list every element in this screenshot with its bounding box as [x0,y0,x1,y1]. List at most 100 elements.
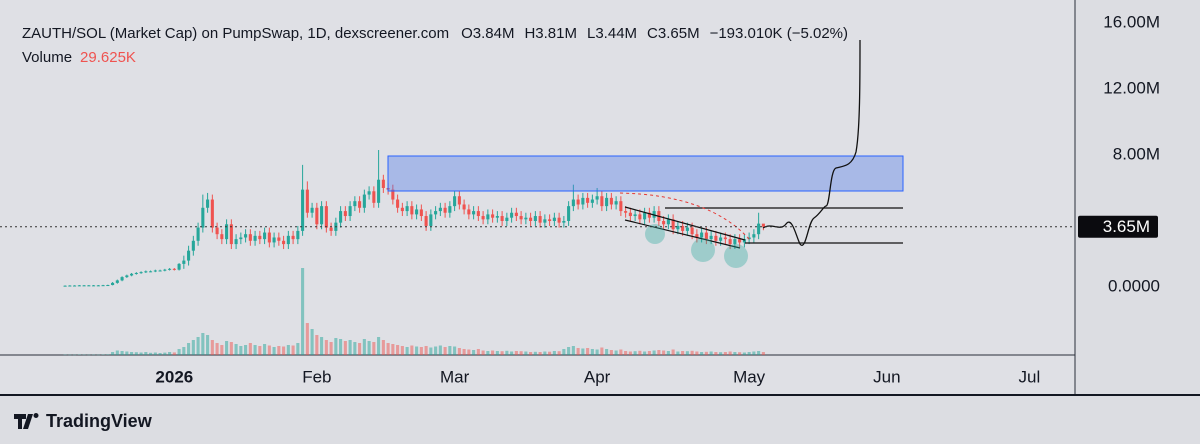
candle-body [348,206,352,217]
candle-body [557,217,561,223]
candle-body [510,212,514,218]
candle-body [643,212,647,220]
candle-body [239,237,243,240]
candle-body [168,268,172,270]
volume-bar [286,345,290,355]
candle-body [586,197,590,203]
candle-body [177,263,181,270]
candle-body [505,217,509,221]
candle-body [377,179,381,203]
last-price-label: 3.65M [1103,217,1150,236]
candle-body [172,268,176,270]
candle-body [73,285,77,287]
volume-bar [334,338,338,355]
candle-body [714,235,718,241]
candle-body [196,227,200,241]
candle-body [448,206,452,213]
volume-bar [125,351,129,355]
candle-body [358,201,362,208]
volume-bar [567,347,571,355]
ohlc-low: L3.44M [587,25,637,42]
volume-bar [614,350,618,355]
volume-bar [462,349,466,355]
volume-bar [704,351,708,355]
candle-body [215,227,219,235]
x-tick-label: May [733,367,766,386]
volume-bar [486,351,490,355]
volume-bar [320,337,324,355]
candle-body [633,214,637,217]
volume-bar [429,347,433,355]
candle-body [144,271,148,273]
volume-bar [533,351,537,355]
candle-body [130,273,134,276]
candle-body [434,211,438,215]
candle-body [638,214,642,220]
chart-header: ZAUTH/SOL (Market Cap) on PumpSwap, 1D, … [22,25,848,42]
volume-bar [258,346,262,355]
volume-bar [263,344,267,355]
volume-bar [543,351,547,355]
y-tick-label: 12.00M [1103,78,1160,97]
volume-bar [177,349,181,355]
candle-body [552,217,556,221]
volume-bar [410,345,414,355]
volume-bar [571,346,575,355]
volume-bar [657,350,661,355]
touch-circle [645,224,665,244]
candle-body [666,219,670,225]
candle-body [495,216,499,218]
candle-body [548,219,552,221]
volume-bar [586,348,590,355]
volume-bar [443,347,447,355]
volume-bar [738,352,742,355]
brand: TradingView [14,411,153,431]
volume-bar [647,351,651,355]
candle-body [752,234,756,238]
candle-body [96,285,100,287]
candle-body [82,285,86,287]
drawings [387,39,904,268]
volume-bar [495,351,499,355]
candle-body [728,239,732,245]
volume-bar [481,350,485,355]
volume-bar [324,340,328,355]
volume-bar [92,354,96,356]
candle-body [429,214,433,226]
volume-bar [595,349,599,355]
candle-body [77,285,81,287]
volume-bar [424,346,428,355]
volume-bar [277,346,281,355]
candle-body [472,211,476,215]
candle-body [628,212,632,217]
volume-bar [386,343,390,355]
candle-body [419,209,423,217]
volume-bar [405,347,409,355]
candle-body [291,235,295,240]
candle-body [234,239,238,245]
candle-body [244,234,248,238]
volume-bar [448,346,452,355]
volume-bar [296,343,300,355]
candle-body [163,269,167,271]
volume-bar [239,346,243,355]
candle-body [158,270,162,272]
volume-bar [538,352,542,355]
volume-bar [381,340,385,355]
x-tick-label: Mar [440,367,470,386]
volume-bar [609,350,613,355]
candle-body [210,199,214,228]
x-tick-label: Jun [873,367,900,386]
volume-legend: Volume 29.625K [22,49,136,66]
volume-bar [153,352,157,355]
volume-bar [144,352,148,355]
volume-bar [111,352,115,355]
volume-bar [576,348,580,355]
candle-body [187,250,191,261]
volume-bar [590,349,594,355]
ohlc-high: H3.81M [524,25,577,42]
volume-bar [139,352,143,355]
change: −193.010K (−5.02%) [710,25,848,42]
volume-bar [747,352,751,355]
symbol-title: ZAUTH/SOL (Market Cap) on PumpSwap, 1D, … [22,25,449,42]
